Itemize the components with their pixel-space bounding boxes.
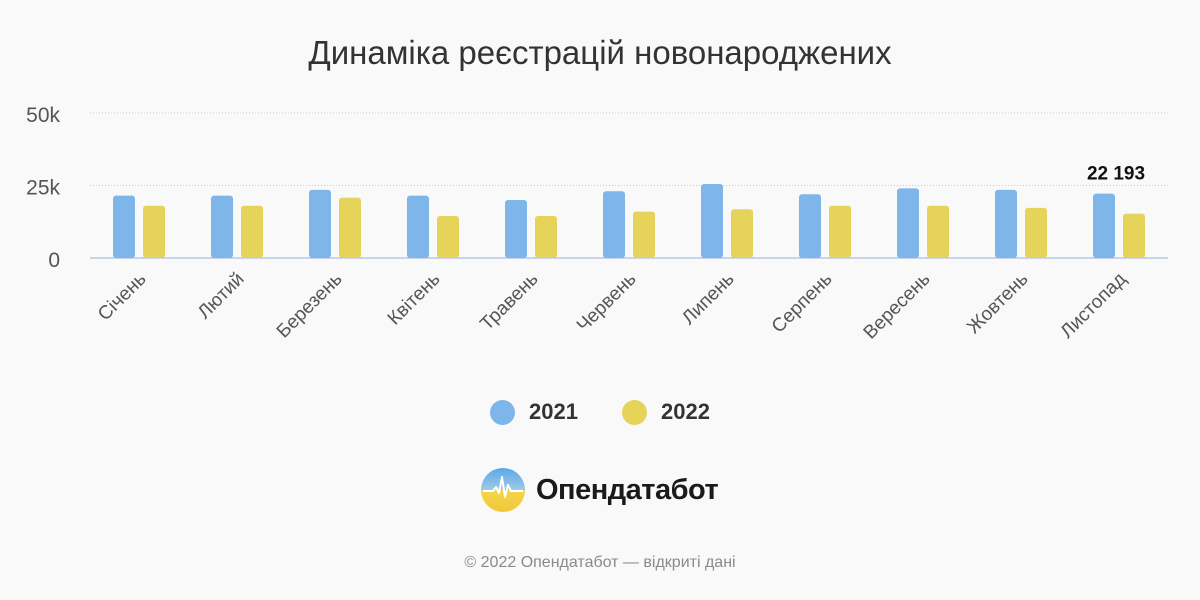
bar-2021 bbox=[309, 189, 331, 258]
bar-2022 bbox=[241, 205, 263, 258]
bar-2021 bbox=[603, 191, 625, 258]
bar-2021 bbox=[211, 195, 233, 258]
legend: 2021 2022 bbox=[0, 399, 1200, 425]
x-tick-label: Серпень bbox=[768, 269, 837, 338]
bar-2021 bbox=[701, 184, 723, 258]
x-tick-label: Липень bbox=[678, 269, 738, 329]
bar-2021 bbox=[799, 194, 821, 258]
x-tick-label: Травень bbox=[476, 269, 542, 335]
bar-2022 bbox=[1123, 213, 1145, 258]
x-tick-label: Лютий bbox=[194, 269, 249, 324]
chart-title: Динаміка реєстрацій новонароджених bbox=[308, 34, 892, 71]
bar-2022 bbox=[143, 205, 165, 258]
bar-2022 bbox=[731, 209, 753, 258]
bar-2022 bbox=[535, 215, 557, 258]
footer-credit: © 2022 Опендатабот — відкриті дані bbox=[464, 554, 736, 571]
bar-2022 bbox=[927, 205, 949, 258]
bar-2022 bbox=[437, 215, 459, 258]
x-tick-label: Вересень bbox=[860, 269, 935, 344]
bar-2021 bbox=[897, 188, 919, 258]
bar-2022 bbox=[829, 205, 851, 258]
legend-label-2021: 2021 bbox=[529, 399, 578, 424]
bar-2021 bbox=[505, 200, 527, 258]
x-tick-label: Березень bbox=[273, 269, 347, 343]
legend-item-2022[interactable]: 2022 bbox=[622, 399, 710, 425]
logo: Опендатабот bbox=[480, 467, 719, 513]
bar-chart: 0 25k 50k Січень Лютий Березень Квітень Травень… bbox=[26, 104, 1168, 344]
legend-item-2021[interactable]: 2021 bbox=[490, 399, 578, 425]
legend-swatch-2022 bbox=[622, 399, 647, 425]
bar-2022 bbox=[339, 197, 361, 258]
bar-2021 bbox=[1093, 193, 1115, 258]
y-tick-label: 0 bbox=[48, 249, 60, 272]
y-tick-label: 50k bbox=[26, 104, 60, 127]
y-tick-label: 25k bbox=[26, 177, 60, 200]
legend-label-2022: 2022 bbox=[661, 399, 710, 424]
bar-2021 bbox=[407, 195, 429, 258]
x-tick-label: Червень bbox=[573, 269, 641, 337]
bar-2022 bbox=[633, 211, 655, 258]
x-tick-label: Жовтень bbox=[963, 269, 1032, 338]
bar-2021 bbox=[995, 189, 1017, 258]
x-tick-label: Листопад bbox=[1057, 269, 1131, 343]
data-label: 22 193 bbox=[1087, 164, 1145, 185]
bar-2021 bbox=[113, 195, 135, 258]
x-tick-label: Квітень bbox=[384, 269, 445, 330]
bar-2022 bbox=[1025, 207, 1047, 258]
x-tick-label: Січень bbox=[94, 269, 150, 325]
legend-swatch-2021 bbox=[490, 399, 516, 425]
logo-text: Опендатабот bbox=[536, 473, 719, 506]
opendatabot-logo-icon bbox=[481, 468, 525, 512]
